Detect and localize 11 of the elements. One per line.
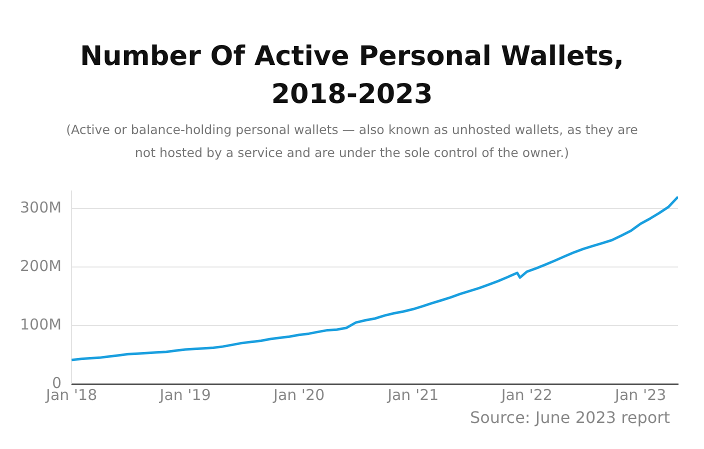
chart-title: Number Of Active Personal Wallets, 2018-2023: [78, 40, 625, 112]
x-tick-label: Jan '22: [500, 386, 552, 404]
chart-subtitle: (Active or balance-holding personal wallets — also known as unhosted wallets, as they are not hosted by a service and are under the sole control of the owner.): [65, 121, 639, 162]
x-tick-label: Jan '21: [386, 386, 439, 404]
x-tick-label: Jan '19: [158, 386, 211, 404]
y-tick-label: 100M: [20, 315, 62, 334]
source-note: Source: June 2023 report: [470, 408, 670, 427]
x-tick-label: Jan '23: [614, 386, 666, 404]
y-tick-label: 300M: [20, 198, 62, 216]
x-tick-label: Jan '20: [272, 386, 325, 404]
y-tick-label: 200M: [20, 256, 62, 275]
